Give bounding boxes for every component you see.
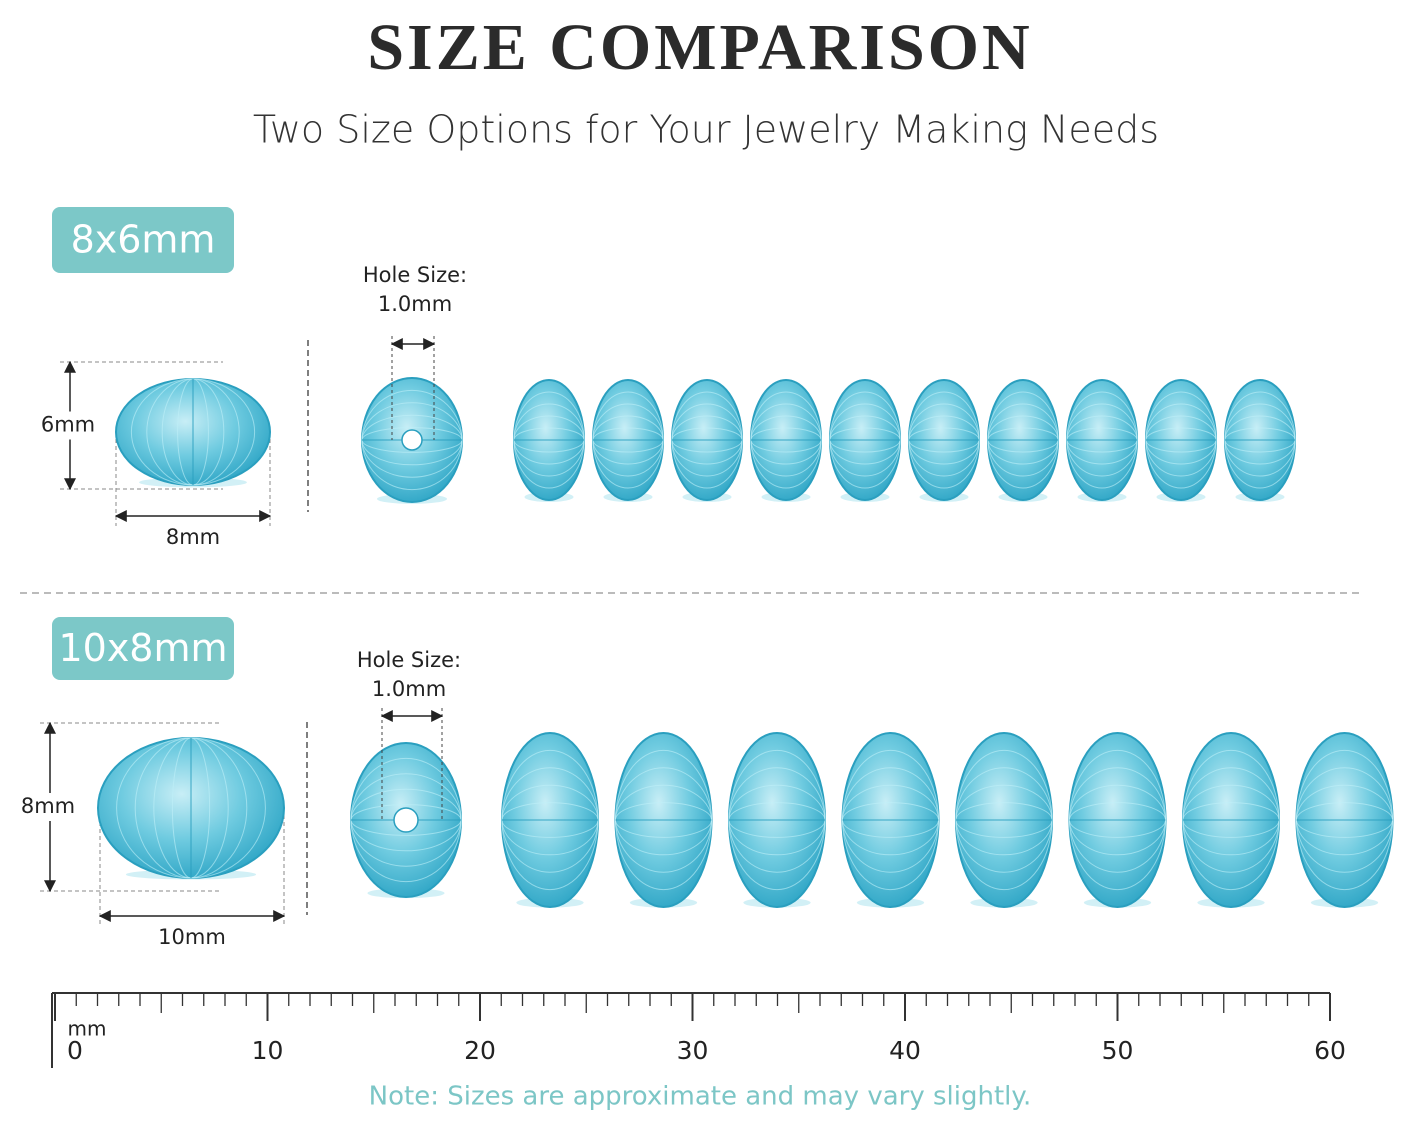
size-badge	[52, 617, 234, 680]
hole-label: Hole Size:	[357, 648, 461, 672]
width-label: 10mm	[158, 925, 226, 949]
ruler-label: 50	[1102, 1036, 1134, 1065]
ruler-label: 0	[67, 1036, 83, 1065]
label-bg	[35, 411, 105, 440]
height-label: 8mm	[21, 794, 75, 818]
size-badge	[52, 207, 234, 273]
width-label: 8mm	[166, 525, 220, 549]
ruler-label: 60	[1314, 1036, 1346, 1065]
size-label: 10x8mm	[58, 626, 227, 670]
label-bg	[15, 793, 85, 821]
bead-hole	[401, 429, 423, 451]
hole-label: Hole Size:	[363, 263, 467, 287]
hole-size: 1.0mm	[378, 292, 452, 316]
height-label: 6mm	[41, 413, 95, 437]
note: Note: Sizes are approximate and may vary…	[369, 1082, 1032, 1112]
ruler-label: 40	[889, 1036, 921, 1065]
ruler-unit: mm	[68, 1017, 107, 1041]
ruler-label: 30	[677, 1036, 709, 1065]
bead-hole	[393, 807, 419, 833]
subtitle: Two Size Options for Your Jewelry Making…	[253, 108, 1159, 152]
ruler-label: 20	[464, 1036, 496, 1065]
ruler-label: 10	[252, 1036, 284, 1065]
size-label: 8x6mm	[71, 218, 216, 262]
hole-size: 1.0mm	[372, 677, 446, 701]
title: SIZE COMPARISON	[367, 11, 1032, 84]
